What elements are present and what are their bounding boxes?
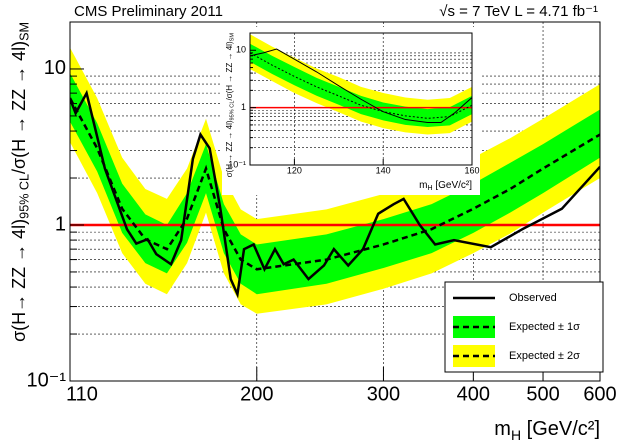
expected-line: [250, 52, 472, 119]
chart-title: CMS Preliminary 2011: [74, 3, 223, 20]
y-tick-label: 1: [55, 213, 66, 235]
plot-frame: [249, 32, 473, 166]
x-axis-label-part: [GeV/c²]: [433, 180, 473, 191]
x-axis-label: mH [GeV/c²]: [494, 418, 600, 442]
y-axis-label-part: 95% CL: [18, 174, 32, 219]
y-tick-label: 10⁻¹: [27, 369, 67, 391]
y-axis-label-part: /σ(H → ZZ → 4l): [9, 41, 29, 174]
observed-line: [250, 48, 472, 124]
y-axis-label-part: SM: [230, 33, 236, 42]
y-axis-label-part: σ(H→ ZZ → 4l): [9, 219, 29, 342]
plot-area: [250, 33, 472, 165]
band: [70, 47, 600, 314]
y-axis-label: σ(H → ZZ → 4l)95% CL/σ(H → ZZ → 4l)SM: [225, 33, 236, 178]
expected-line: [70, 97, 600, 271]
x-axis-label-part: m: [419, 180, 427, 191]
x-axis-label-part: H: [511, 427, 521, 443]
y-axis-label-part: σ(H → ZZ → 4l): [225, 120, 234, 177]
x-tick-label: 110: [66, 383, 98, 405]
x-tick-label: 600: [583, 383, 616, 405]
y-axis-label-part: SM: [18, 22, 32, 41]
observed-line: [70, 89, 600, 299]
x-tick-label: 120: [287, 166, 302, 176]
x-tick-label: 160: [464, 166, 479, 176]
chart-subtitle: √s = 7 TeV L = 4.71 fb⁻¹: [439, 3, 598, 20]
x-tick-label: 400: [457, 383, 490, 405]
legend-label: Observed: [509, 292, 557, 304]
y-axis-label-part: 95% CL: [230, 101, 236, 121]
y-tick-label: 10: [236, 45, 246, 55]
x-tick-label: 300: [367, 383, 400, 405]
x-tick-label: 200: [240, 383, 273, 405]
y-tick-label: 10: [44, 57, 66, 79]
x-tick-label: 140: [376, 166, 391, 176]
band: [250, 43, 472, 127]
x-axis-label-part: H: [427, 185, 432, 192]
x-axis-label-part: [GeV/c²]: [521, 418, 600, 440]
x-axis-label-part: m: [494, 418, 511, 440]
y-tick-label: 1: [241, 102, 246, 112]
y-tick-label: 10⁻¹: [228, 159, 246, 169]
legend-label: Expected ± 1σ: [509, 321, 580, 333]
legend-label: Expected ± 2σ: [509, 350, 580, 362]
x-axis-label: mH [GeV/c²]: [419, 180, 472, 192]
plot-frame: [69, 21, 601, 382]
y-axis-label-part: /σ(H → ZZ → 4l): [225, 41, 234, 100]
x-tick-label: 500: [526, 383, 559, 405]
y-axis-label: σ(H→ ZZ → 4l)95% CL/σ(H → ZZ → 4l)SM: [9, 22, 32, 342]
